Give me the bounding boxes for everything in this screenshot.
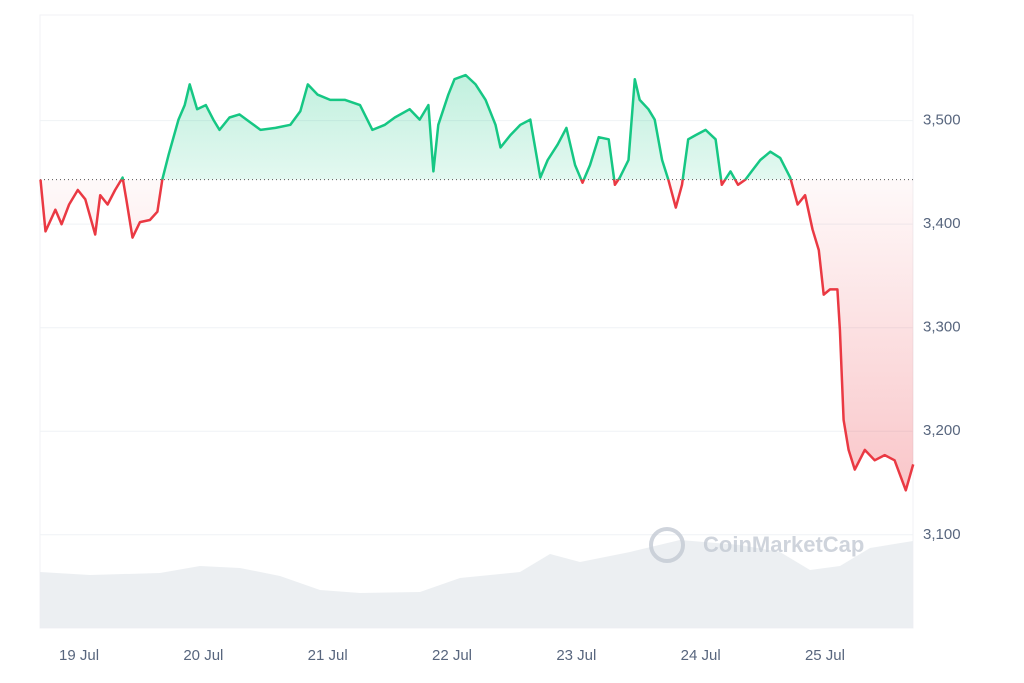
x-tick-label: 25 Jul	[805, 647, 845, 664]
y-tick-label: 3,100	[923, 526, 961, 543]
watermark-text: CoinMarketCap	[703, 532, 864, 557]
y-tick-label: 3,500	[923, 112, 961, 129]
x-tick-label: 20 Jul	[183, 647, 223, 664]
watermark: CoinMarketCap	[649, 527, 864, 563]
grid	[40, 120, 913, 536]
y-tick-label: 3,400	[923, 215, 961, 232]
volume-area	[40, 540, 913, 628]
price-line	[39, 73, 915, 492]
price-area	[40, 75, 914, 491]
x-tick-label: 23 Jul	[556, 647, 596, 664]
y-tick-label: 3,300	[923, 319, 961, 336]
x-tick-label: 22 Jul	[432, 647, 472, 664]
watermark-logo	[649, 527, 685, 563]
x-tick-label: 24 Jul	[681, 647, 721, 664]
x-tick-label: 19 Jul	[59, 647, 99, 664]
plot	[39, 73, 915, 492]
y-tick-label: 3,200	[923, 422, 961, 439]
x-tick-label: 21 Jul	[308, 647, 348, 664]
